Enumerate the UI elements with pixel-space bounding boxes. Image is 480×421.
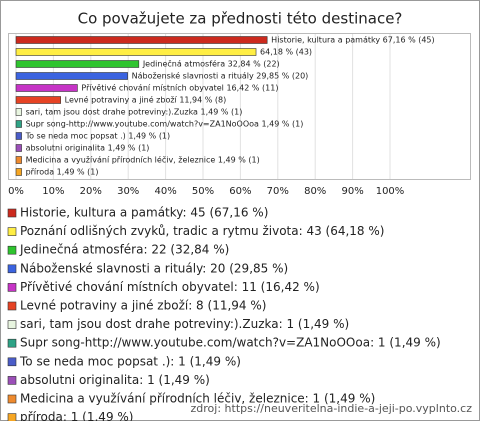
bar-label: Přívětivé chování místních obyvatel 16,4…	[81, 83, 278, 93]
legend-label: Náboženské slavnosti a rituály: 20 (29,8…	[20, 261, 288, 275]
legend-label: Jedinečná atmosféra: 22 (32,84 %)	[19, 243, 229, 257]
legend-swatch	[7, 357, 17, 367]
legend-swatch	[7, 376, 17, 385]
legend-label: Poznání odlišných zvyků, tradic a rytmu …	[20, 224, 384, 238]
legend-label: Medicina a využívání přírodních léčiv, ž…	[20, 392, 375, 406]
legend-swatch	[7, 283, 17, 292]
bar	[15, 156, 22, 164]
legend-label: absolutni originalita: 1 (1,49 %)	[20, 373, 210, 387]
x-tick-label: 10%	[42, 186, 64, 197]
x-tick-label: 0%	[8, 186, 24, 197]
chart-title: Co považujete za přednosti této destinac…	[78, 10, 403, 28]
x-tick-label: 70%	[267, 186, 289, 197]
bar-label: Náboženské slavnosti a rituály 29,85 % (…	[132, 71, 309, 81]
legend-swatch	[7, 394, 17, 404]
legend-label: sari, tam jsou dost drahe potreviny:).Zu…	[20, 317, 349, 331]
legend-swatch	[7, 320, 17, 329]
bar	[15, 168, 22, 176]
plot-area	[8, 33, 471, 180]
legend-swatch	[7, 227, 17, 236]
bar	[15, 60, 140, 68]
legend-label: To se neda moc popsat .): 1 (1,49 %)	[19, 354, 241, 368]
legend-swatch	[7, 338, 17, 348]
x-tick-label: 50%	[192, 186, 214, 197]
bar-label: Supr song-http://www.youtube.com/watch?v…	[26, 120, 304, 129]
bar	[15, 132, 22, 140]
bar	[15, 108, 22, 116]
bar	[15, 36, 268, 44]
bar-label: sari, tam jsou dost drahe potreviny:).Zu…	[26, 108, 243, 117]
legend-label: Supr song-http://www.youtube.com/watch?v…	[20, 336, 441, 350]
source: zdroj: https://neuveritelna-indie-a-jeji…	[191, 402, 473, 415]
bar-label: příroda 1,49 % (1)	[26, 168, 99, 177]
legend-swatch	[7, 208, 17, 218]
x-tick-label: 40%	[154, 186, 176, 197]
bar	[15, 144, 22, 152]
legend-label: příroda: 1 (1,49 %)	[20, 410, 133, 421]
bar	[15, 120, 22, 128]
legend-label: Levné potraviny a jiné zboží: 8 (11,94 %…	[20, 299, 266, 313]
bar-label: Levné potraviny a jiné zboží 11,94 % (8)	[65, 95, 227, 105]
x-tick-label: 20%	[80, 186, 102, 197]
bar-label: Medicina a využívání přírodních léčiv, ž…	[26, 155, 260, 165]
bar-label: Historie, kultura a památky 67,16 % (45)	[271, 36, 434, 45]
legend-swatch	[7, 301, 17, 311]
bar-label: To se neda moc popsat .) 1,49 % (1)	[25, 132, 171, 141]
x-tick-label: 60%	[229, 186, 251, 197]
legend-swatch	[7, 413, 17, 421]
x-tick-label: 80%	[304, 186, 326, 197]
bar-label: absolutni originalita 1,49 % (1)	[26, 144, 150, 153]
legend-swatch	[7, 245, 17, 255]
bar	[15, 96, 61, 104]
bar-label: Jedinečná atmosféra 32,84 % (22)	[142, 59, 280, 69]
bar	[15, 72, 128, 80]
bar-label: 64,18 % (43)	[260, 48, 312, 57]
x-tick-label: 100%	[376, 186, 405, 197]
bar	[15, 84, 78, 92]
bar	[15, 48, 257, 56]
legend-swatch	[7, 264, 17, 274]
x-tick-label: 30%	[117, 186, 139, 197]
x-tick-label: 90%	[341, 186, 363, 197]
legend-label: Historie, kultura a památky: 45 (67,16 %…	[20, 206, 268, 220]
legend-label: Přívětivé chování místních obyvatel: 11 …	[20, 280, 320, 294]
